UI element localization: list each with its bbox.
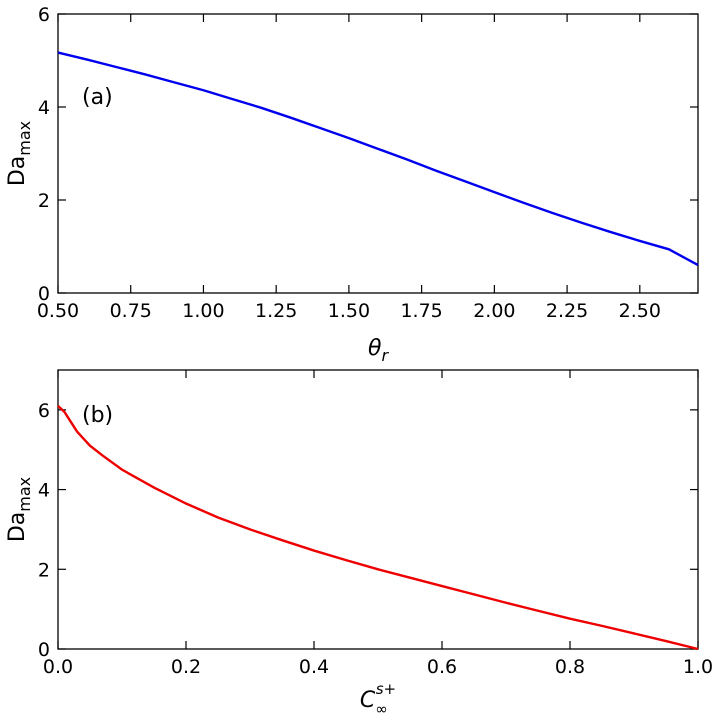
panel-b-x-tick-label: 0.4 — [299, 656, 329, 678]
panel-b-y-tick-label: 2 — [38, 559, 50, 581]
panel-a-x-ticks: 0.50 0.75 1.00 1.25 1.50 1.75 2.00 2.25 2.50 — [37, 14, 661, 322]
panel-b-frame — [57, 369, 699, 650]
panel-a-y-tick-label: 2 — [38, 190, 50, 212]
panel-b-label: (b) — [82, 403, 113, 428]
panel-a-y-tick-label: 0 — [38, 283, 50, 305]
panel-a-x-tick-label: 1.50 — [328, 300, 370, 322]
panel-b-y-tick-label: 0 — [38, 639, 50, 661]
panel-b-y-tick-label: 6 — [38, 400, 50, 422]
panel-a-series-line — [57, 51, 699, 267]
panel-a-frame — [57, 13, 699, 294]
panel-b: 0.0 0.2 0.4 0.6 0.8 1.0 0 2 4 6 (b) C∞s+ Damax — [5, 369, 713, 718]
panel-b-x-tick-label: 0.6 — [427, 656, 457, 678]
panel-a-x-tick-label: 1.75 — [400, 300, 442, 322]
panel-a-y-tick-label: 4 — [38, 97, 50, 119]
panel-a-x-tick-label: 2.00 — [473, 300, 515, 322]
panel-a-x-axis-label: θr — [368, 336, 389, 365]
panel-a-x-tick-label: 2.25 — [546, 300, 588, 322]
panel-b-x-ticks: 0.0 0.2 0.4 0.6 0.8 1.0 — [43, 370, 713, 678]
panel-a-x-tick-label: 1.00 — [182, 300, 224, 322]
panel-a-y-tick-label: 6 — [38, 4, 50, 26]
panel-a-x-tick-label: 0.75 — [110, 300, 152, 322]
panel-b-x-tick-label: 0.8 — [555, 656, 585, 678]
panel-b-x-tick-label: 0.2 — [171, 656, 201, 678]
panel-b-y-ticks: 0 2 4 6 — [38, 400, 698, 661]
panel-a-x-tick-label: 2.50 — [619, 300, 661, 322]
panel-a: 0.50 0.75 1.00 1.25 1.50 1.75 2.00 2.25 2.50 0 2 4… — [5, 4, 699, 365]
panel-a-x-tick-label: 0.50 — [37, 300, 79, 322]
panel-b-series-line — [57, 404, 699, 651]
panel-b-x-tick-label: 1.0 — [683, 656, 713, 678]
panel-a-y-ticks: 0 2 4 6 — [38, 4, 698, 305]
panel-a-x-tick-label: 1.25 — [255, 300, 297, 322]
panel-a-label: (a) — [82, 85, 113, 110]
panel-b-x-tick-label: 0.0 — [43, 656, 73, 678]
panel-b-y-tick-label: 4 — [38, 480, 50, 502]
panel-a-y-axis-label: Damax — [5, 121, 34, 186]
panel-b-y-axis-label: Damax — [5, 477, 34, 542]
panel-b-x-axis-label: C∞s+ — [360, 680, 396, 718]
